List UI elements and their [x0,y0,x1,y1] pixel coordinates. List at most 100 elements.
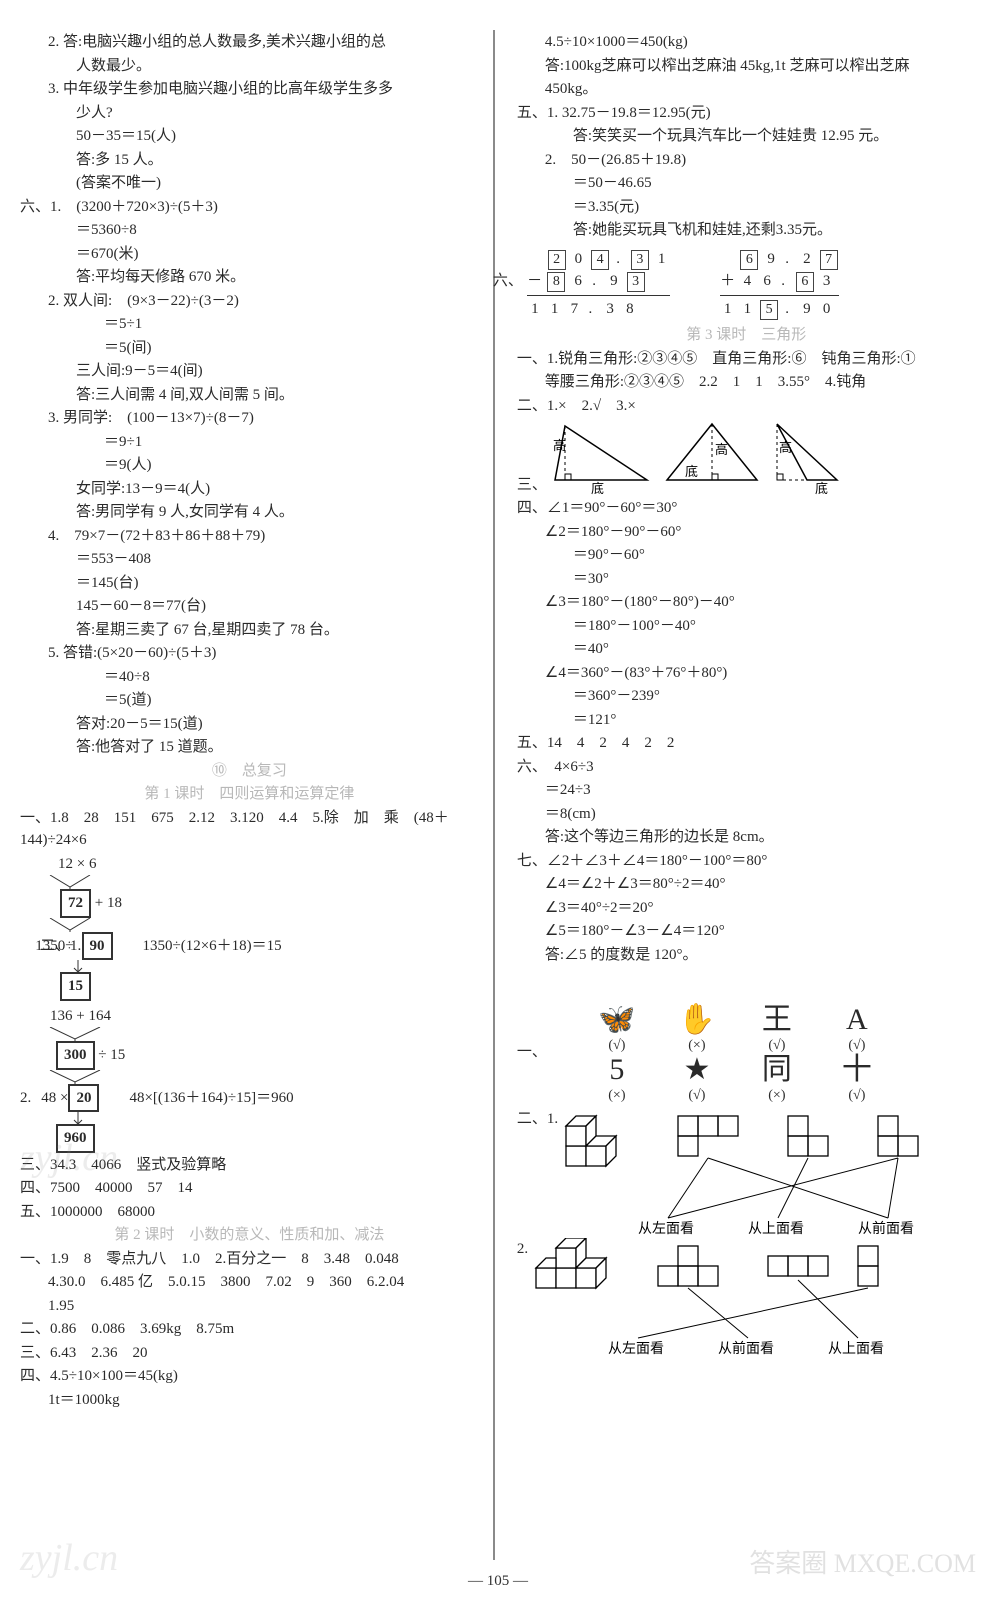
text: 三、6.43 2.36 20 [20,1342,479,1365]
column-arithmetic: 2 0 4. 3 1 六、 － 8 6. 9 3 1 1 [527,248,976,321]
lesson1-title: 第 1 课时 四则运算和运算定律 [20,783,479,806]
heading-review: ⑩ 总复习 [20,760,479,783]
digit: 3 [819,270,835,293]
text: 五、14 4 2 4 2 2 [517,732,976,755]
text: ＝5÷1 [20,313,479,336]
fc-box: 90 [82,932,113,961]
text: ＝360°－239° [517,685,976,708]
digit: 1 [547,298,563,321]
digit-box: 3 [631,250,649,270]
text: ＝50－46.65 [517,172,976,195]
digit: 1 [739,298,755,321]
six-label: 六、 [493,273,523,289]
text: ＝24÷3 [517,779,976,802]
text: 2. 答:电脑兴趣小组的总人数最多,美术兴趣小组的总 [20,31,479,54]
text: 一、1.9 8 零点九八 1.0 2.百分之一 8 3.48 0.048 [20,1248,479,1271]
page-number: — 105 — [0,1573,996,1590]
digit: 0 [570,248,586,271]
svg-text:从上面看: 从上面看 [748,1221,804,1237]
svg-text:底: 底 [591,481,604,496]
text: 答:星期三卖了 67 台,星期四卖了 78 台。 [20,619,479,642]
text: 答:三人间需 4 间,双人间需 5 间。 [20,384,479,407]
text: 答:多 15 人。 [20,149,479,172]
svg-text:从前面看: 从前面看 [858,1220,914,1237]
symmetry-section: 一、 🦋(√)✋(×)王(√)A(√)5(×)★(√)同(×)十(√) [517,997,976,1108]
digit: 3 [602,298,618,321]
lesson2-title: 第 2 课时 小数的意义、性质和加、减法 [20,1224,479,1247]
views-section-2: 2. [517,1238,976,1358]
arrow-merge-icon [40,1070,120,1084]
text: 七、∠2＋∠3＋∠4＝180°－100°＝80° [517,850,976,873]
text: 答:男同学有 9 人,女同学有 4 人。 [20,501,479,524]
digit: 1 [654,248,670,271]
text: 一、1.8 28 151 675 2.12 3.120 4.4 5.除 加 乘 … [20,807,479,852]
text: 450kg。 [517,78,976,101]
text: 答:他答对了 15 道题。 [20,736,479,759]
text: 答:笑笑买一个玩具汽车比一个娃娃贵 12.95 元。 [517,125,976,148]
symmetry-cell: ★(√) [657,1053,737,1103]
fc-side: 48×[(136＋164)÷15]＝960 [129,1087,293,1110]
text: ∠3＝180°－(180°－80°)－40° [517,591,976,614]
text: 女同学:13－9＝4(人) [20,478,479,501]
fc-side: 1350÷(12×6＋18)＝15 [143,935,282,958]
views-diagram-2: 从左面看 从前面看 从上面看 [528,1238,908,1358]
text: 5. 答错:(5×20－60)÷(5＋3) [20,642,479,665]
symmetry-cell: 🦋(√) [577,1003,657,1053]
digit: 9 [799,298,815,321]
text: ＝90°－60° [517,544,976,567]
arrow-merge-icon [40,875,110,889]
symmetry-cell: 十(√) [817,1053,897,1103]
digit-box: 7 [820,250,838,270]
text: ＝40÷8 [20,666,479,689]
fc-box: 15 [60,972,91,1001]
digit-box: 4 [591,250,609,270]
page: 2. 答:电脑兴趣小组的总人数最多,美术兴趣小组的总 人数最少。 3. 中年级学… [0,0,996,1600]
text: 4. 79×7－(72＋83＋86＋88＋79) [20,525,479,548]
digit: 8 [622,298,638,321]
fc-box: 300 [56,1041,95,1070]
left-column: 2. 答:电脑兴趣小组的总人数最多,美术兴趣小组的总 人数最少。 3. 中年级学… [20,30,489,1560]
lesson3-title: 第 3 课时 三角形 [517,324,976,347]
text: 2. 50－(26.85＋19.8) [517,149,976,172]
text: ∠2＝180°－90°－60° [517,521,976,544]
digit-box: 6 [740,250,758,270]
text: ＝553－408 [20,548,479,571]
text: ＝5360÷8 [20,219,479,242]
arrow-down-icon [68,960,108,972]
fc-pre: 48 × [41,1087,68,1110]
text: ∠5＝180°－∠3－∠4＝120° [517,920,976,943]
text: 145－60－8＝77(台) [20,595,479,618]
column-divider [493,30,495,1560]
text: 四、7500 40000 57 14 [20,1177,479,1200]
flowchart-1: 12 × 6 72 + 18 二、1. 1350÷ 90 1350÷(12×6＋… [40,853,479,1001]
text: ＝5(道) [20,689,479,712]
text: ＝180°－100°－40° [517,615,976,638]
triangle-1: 高 底 [547,418,657,496]
text: 50－35＝15(人) [20,125,479,148]
text: 三人间:9－5＝4(间) [20,360,479,383]
text: 等腰三角形:②③④⑤ 2.2 1 1 3.55° 4.钝角 [517,371,976,394]
triangle-3: 高 底 [767,418,897,496]
text: 人数最少。 [20,55,479,78]
text: ＝5(间) [20,337,479,360]
text: 四、∠1＝90°－60°＝30° [517,497,976,520]
digit-box: 6 [796,272,814,292]
text: ∠4＝∠2＋∠3＝80°÷2＝40° [517,873,976,896]
text: 六、 4×6÷3 [517,756,976,779]
digit: 7 [566,298,582,321]
text: 1t＝1000kg [20,1389,479,1412]
svg-text:从左面看: 从左面看 [608,1341,664,1357]
arrow-merge-icon [40,918,110,932]
text: 答对:20－5＝15(道) [20,713,479,736]
fc-op: ÷ 15 [98,1047,125,1063]
fc-box: 960 [56,1124,95,1153]
text: 三、34.3 4066 竖式及验算略 [20,1154,479,1177]
symmetry-cell: 5(×) [577,1053,657,1103]
triangle-diagrams: 三、 高 底 高 底 高 底 [517,418,976,496]
fc-box: 72 [60,889,91,918]
text: 4.30.0 6.485 亿 5.0.15 3800 7.02 9 360 6.… [20,1271,479,1294]
text: ＝40° [517,638,976,661]
svg-text:高: 高 [715,442,728,457]
views-section-1: 二、1. [517,1108,976,1238]
text: ＝670(米) [20,243,479,266]
